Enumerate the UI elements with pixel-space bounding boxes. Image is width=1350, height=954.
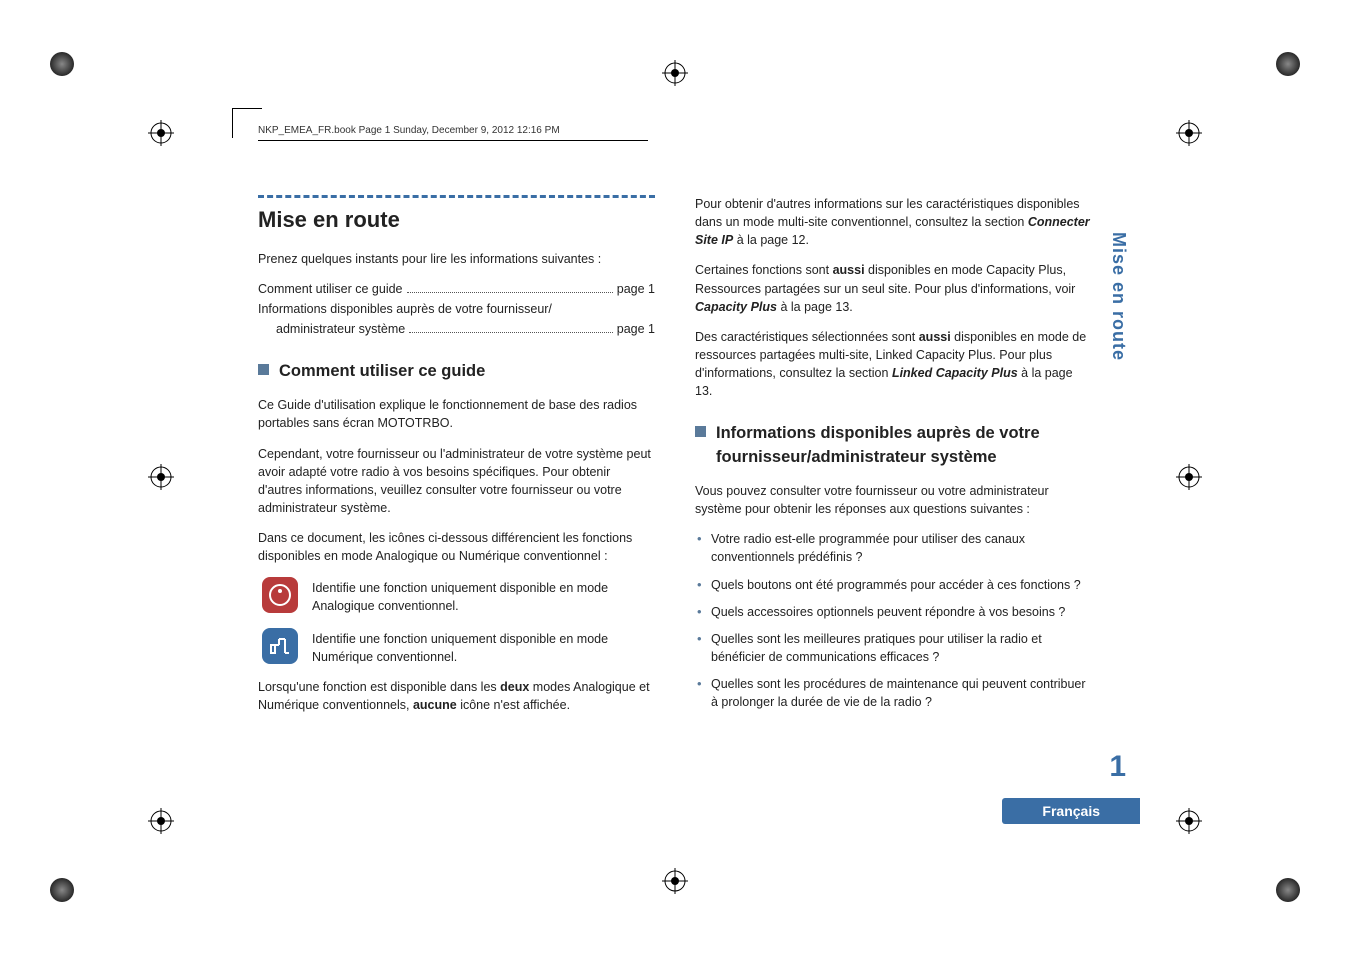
list-item: Quels boutons ont été programmés pour ac… bbox=[695, 576, 1092, 594]
language-tab: Français bbox=[1002, 798, 1140, 824]
analog-description: Identifie une fonction uniquement dispon… bbox=[312, 577, 655, 615]
text-run: Des caractéristiques sélectionnées sont bbox=[695, 330, 919, 344]
page-title: Mise en route bbox=[258, 204, 655, 236]
registration-mark-br bbox=[1176, 808, 1202, 834]
list-item: Quelles sont les meilleures pratiques po… bbox=[695, 630, 1092, 666]
registration-mark-tl bbox=[148, 120, 174, 146]
list-item: Votre radio est-elle programmée pour uti… bbox=[695, 530, 1092, 566]
heading-marker-icon bbox=[258, 364, 269, 375]
crop-gradient-bl bbox=[50, 878, 74, 902]
toc-label: Comment utiliser ce guide bbox=[258, 280, 403, 298]
body-paragraph: Lorsqu'une fonction est disponible dans … bbox=[258, 678, 655, 714]
text-link: Linked Capacity Plus bbox=[892, 366, 1018, 380]
crop-gradient-tr bbox=[1276, 52, 1300, 76]
toc-label: administrateur système bbox=[276, 320, 405, 338]
text-run: Lorsqu'une fonction est disponible dans … bbox=[258, 680, 500, 694]
text-bold: deux bbox=[500, 680, 529, 694]
side-tab-label: Mise en route bbox=[1108, 232, 1129, 361]
mode-icon-row: Identifie une fonction uniquement dispon… bbox=[258, 577, 655, 615]
text-run: à la page 13. bbox=[777, 300, 853, 314]
digital-mode-icon bbox=[262, 628, 298, 664]
right-column: Pour obtenir d'autres informations sur l… bbox=[695, 195, 1092, 726]
mode-icon-row: Identifie une fonction uniquement dispon… bbox=[258, 628, 655, 666]
heading-text: Informations disponibles auprès de votre… bbox=[716, 422, 1092, 470]
text-run: icône n'est affichée. bbox=[457, 698, 570, 712]
digital-glyph bbox=[269, 635, 291, 657]
text-bold: aussi bbox=[919, 330, 951, 344]
body-paragraph: Ce Guide d'utilisation explique le fonct… bbox=[258, 396, 655, 432]
toc-row: Informations disponibles auprès de votre… bbox=[258, 300, 655, 318]
crop-gradient-tl bbox=[50, 52, 74, 76]
list-item: Quels accessoires optionnels peuvent rép… bbox=[695, 603, 1092, 621]
toc-row: administrateur système page 1 bbox=[258, 320, 655, 338]
registration-mark-mb bbox=[662, 868, 688, 894]
analog-mode-icon bbox=[262, 577, 298, 613]
body-paragraph: Pour obtenir d'autres informations sur l… bbox=[695, 195, 1092, 249]
registration-mark-tr bbox=[1176, 120, 1202, 146]
body-paragraph: Dans ce document, les icônes ci-dessous … bbox=[258, 529, 655, 565]
text-run: Certaines fonctions sont bbox=[695, 263, 833, 277]
toc-label: Informations disponibles auprès de votre… bbox=[258, 300, 552, 318]
registration-mark-mr bbox=[1176, 464, 1202, 490]
toc-page: page 1 bbox=[617, 280, 655, 298]
registration-mark-mt bbox=[662, 60, 688, 86]
body-paragraph: Des caractéristiques sélectionnées sont … bbox=[695, 328, 1092, 401]
question-list: Votre radio est-elle programmée pour uti… bbox=[695, 530, 1092, 711]
toc-row: Comment utiliser ce guide page 1 bbox=[258, 280, 655, 298]
page-number: 1 bbox=[1109, 750, 1126, 784]
toc-leader bbox=[407, 292, 613, 293]
intro-text: Prenez quelques instants pour lire les i… bbox=[258, 250, 655, 268]
text-bold: aussi bbox=[833, 263, 865, 277]
content-area: Mise en route Prenez quelques instants p… bbox=[258, 195, 1092, 726]
crop-gradient-br bbox=[1276, 878, 1300, 902]
section-rule bbox=[258, 195, 655, 198]
text-run: Pour obtenir d'autres informations sur l… bbox=[695, 197, 1080, 229]
toc-leader bbox=[409, 332, 613, 333]
body-paragraph: Cependant, votre fournisseur ou l'admini… bbox=[258, 445, 655, 518]
list-item: Quelles sont les procédures de maintenan… bbox=[695, 675, 1092, 711]
text-run: à la page 12. bbox=[733, 233, 809, 247]
analog-glyph bbox=[269, 584, 291, 606]
text-link: Capacity Plus bbox=[695, 300, 777, 314]
toc-page: page 1 bbox=[617, 320, 655, 338]
left-column: Mise en route Prenez quelques instants p… bbox=[258, 195, 655, 726]
page-header-rule bbox=[258, 140, 648, 141]
heading-text: Comment utiliser ce guide bbox=[279, 360, 485, 384]
digital-description: Identifie une fonction uniquement dispon… bbox=[312, 628, 655, 666]
registration-mark-bl bbox=[148, 808, 174, 834]
text-bold: aucune bbox=[413, 698, 457, 712]
body-paragraph: Certaines fonctions sont aussi disponibl… bbox=[695, 261, 1092, 315]
side-tab: Mise en route bbox=[1108, 232, 1136, 361]
section-heading: Comment utiliser ce guide bbox=[258, 360, 655, 384]
section-heading: Informations disponibles auprès de votre… bbox=[695, 422, 1092, 470]
body-paragraph: Vous pouvez consulter votre fournisseur … bbox=[695, 482, 1092, 518]
registration-mark-ml bbox=[148, 464, 174, 490]
heading-marker-icon bbox=[695, 426, 706, 437]
page-header-info: NKP_EMEA_FR.book Page 1 Sunday, December… bbox=[258, 125, 560, 136]
